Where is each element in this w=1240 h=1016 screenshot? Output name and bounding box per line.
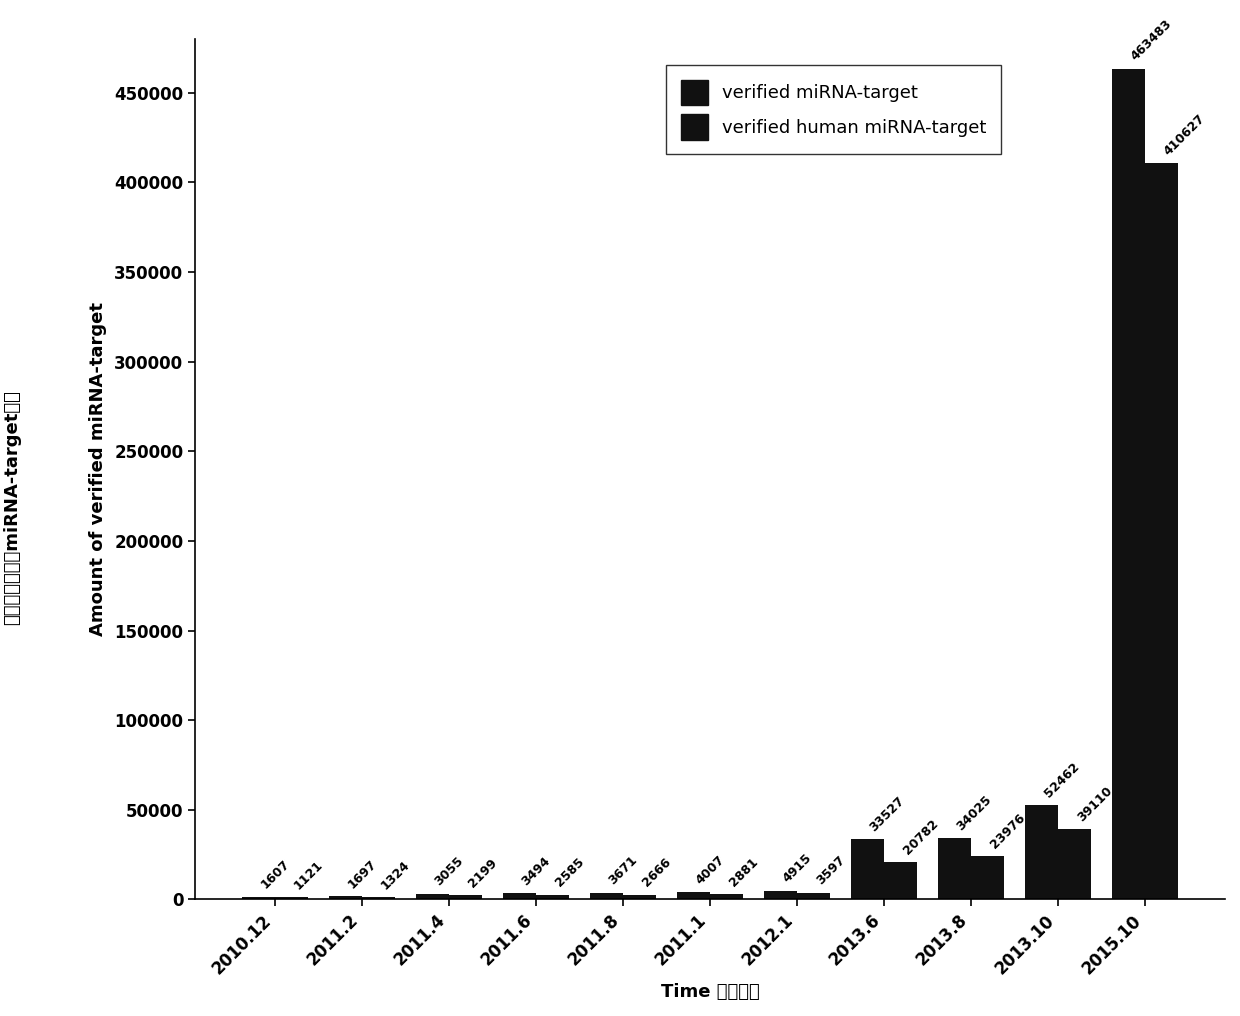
Bar	[275, 897, 309, 899]
Bar	[797, 893, 831, 899]
Text: 已被实验验证过miRNA-target数量: 已被实验验证过miRNA-target数量	[4, 390, 21, 626]
Text: 2199: 2199	[466, 856, 500, 890]
Text: 3494: 3494	[520, 854, 553, 888]
Bar	[884, 863, 918, 899]
Bar	[417, 894, 449, 899]
Bar	[711, 894, 743, 899]
Text: 4915: 4915	[781, 851, 815, 885]
Bar	[329, 896, 362, 899]
Text: 33527: 33527	[868, 793, 908, 834]
Text: 20782: 20782	[900, 817, 941, 856]
Text: 410627: 410627	[1162, 112, 1208, 157]
Bar	[1145, 164, 1178, 899]
Bar	[536, 895, 569, 899]
Bar	[362, 897, 396, 899]
Bar	[503, 893, 536, 899]
Bar	[624, 895, 656, 899]
Y-axis label: Amount of verified miRNA-target: Amount of verified miRNA-target	[89, 302, 108, 636]
Text: 2881: 2881	[727, 855, 760, 889]
Text: 463483: 463483	[1128, 17, 1174, 63]
Bar	[1112, 68, 1145, 899]
Bar	[1058, 829, 1091, 899]
Bar	[764, 891, 797, 899]
Text: 3055: 3055	[433, 854, 466, 889]
Text: 2666: 2666	[640, 855, 673, 889]
Text: 3597: 3597	[813, 853, 847, 888]
Bar	[1025, 806, 1058, 899]
Text: 1121: 1121	[291, 859, 326, 892]
Text: 23976: 23976	[988, 811, 1028, 851]
Bar	[677, 892, 711, 899]
Text: 52462: 52462	[1042, 760, 1081, 800]
Bar	[851, 839, 884, 899]
Bar	[939, 838, 971, 899]
Text: 4007: 4007	[693, 853, 728, 887]
Text: 3671: 3671	[606, 853, 640, 888]
Bar	[971, 856, 1004, 899]
Text: 34025: 34025	[955, 793, 994, 833]
Text: 1324: 1324	[378, 858, 413, 892]
Bar	[449, 895, 482, 899]
Text: 1607: 1607	[259, 858, 293, 891]
Bar	[242, 896, 275, 899]
X-axis label: Time 发布时间: Time 发布时间	[661, 983, 760, 1001]
Text: 1697: 1697	[346, 858, 379, 891]
Text: 39110: 39110	[1075, 784, 1115, 824]
Bar	[590, 893, 624, 899]
Legend: verified miRNA-target, verified human miRNA-target: verified miRNA-target, verified human mi…	[666, 65, 1001, 154]
Text: 2585: 2585	[553, 855, 587, 889]
